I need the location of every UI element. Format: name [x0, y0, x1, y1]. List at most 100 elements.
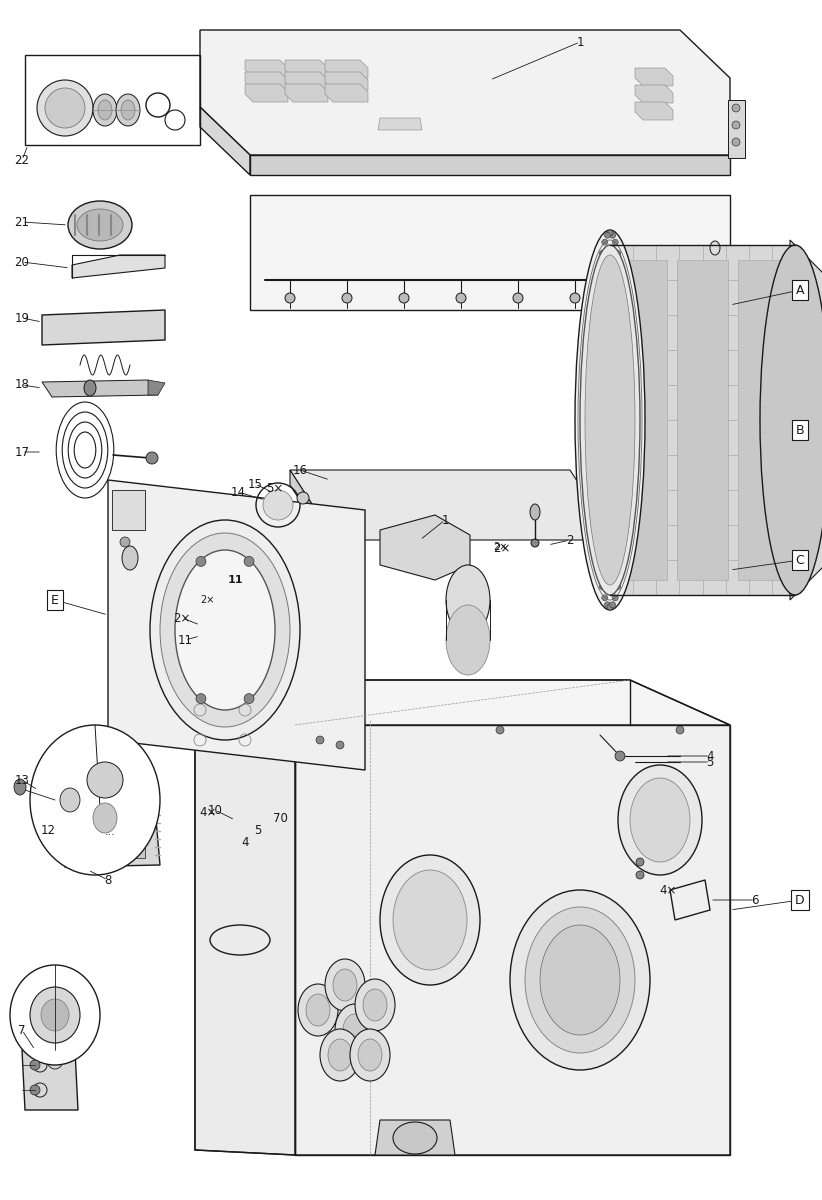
Text: 11: 11 [178, 634, 192, 647]
Text: 20: 20 [15, 256, 30, 269]
Ellipse shape [98, 100, 112, 120]
Ellipse shape [336, 740, 344, 749]
Ellipse shape [393, 1122, 437, 1154]
Text: A: A [796, 283, 804, 296]
Text: 2×: 2× [200, 595, 215, 605]
Text: 17: 17 [15, 445, 30, 458]
Ellipse shape [121, 100, 135, 120]
Ellipse shape [595, 550, 601, 556]
Ellipse shape [350, 1028, 390, 1081]
Ellipse shape [617, 569, 623, 575]
Ellipse shape [592, 502, 598, 508]
Polygon shape [610, 245, 795, 595]
Ellipse shape [531, 539, 539, 547]
Ellipse shape [30, 725, 160, 875]
Ellipse shape [595, 284, 601, 290]
Ellipse shape [710, 241, 720, 254]
Ellipse shape [513, 293, 523, 302]
Text: 14: 14 [230, 486, 246, 498]
Polygon shape [245, 84, 288, 102]
Text: 6: 6 [751, 894, 759, 906]
Ellipse shape [593, 527, 599, 533]
Text: 1: 1 [576, 36, 584, 48]
Text: 2: 2 [566, 534, 574, 546]
Ellipse shape [591, 475, 597, 481]
Text: 7: 7 [18, 1024, 25, 1037]
Text: 12: 12 [40, 823, 56, 836]
Ellipse shape [623, 475, 629, 481]
Polygon shape [42, 380, 158, 397]
Ellipse shape [676, 726, 684, 734]
Text: 13: 13 [15, 774, 30, 786]
Text: 18: 18 [15, 378, 30, 391]
Polygon shape [635, 85, 673, 103]
Polygon shape [250, 155, 730, 175]
Ellipse shape [446, 565, 490, 635]
Text: D: D [795, 894, 805, 906]
Ellipse shape [623, 359, 629, 365]
Ellipse shape [627, 293, 637, 302]
Polygon shape [677, 260, 728, 580]
Polygon shape [790, 240, 822, 600]
Ellipse shape [333, 970, 357, 1001]
Ellipse shape [615, 251, 621, 257]
Ellipse shape [592, 332, 598, 338]
Polygon shape [200, 107, 250, 175]
Ellipse shape [393, 870, 467, 970]
Text: 5: 5 [706, 756, 713, 768]
Ellipse shape [325, 959, 365, 1010]
Polygon shape [378, 118, 422, 130]
Ellipse shape [732, 138, 740, 146]
Ellipse shape [604, 601, 611, 607]
Text: ···: ··· [104, 830, 115, 840]
Text: 15: 15 [247, 478, 262, 491]
Ellipse shape [580, 245, 640, 595]
Ellipse shape [622, 332, 628, 338]
Ellipse shape [41, 998, 69, 1031]
Ellipse shape [316, 736, 324, 744]
Ellipse shape [363, 989, 387, 1021]
Polygon shape [250, 194, 730, 310]
Text: 10: 10 [208, 804, 223, 816]
Text: 70: 70 [273, 811, 288, 824]
Ellipse shape [60, 788, 80, 812]
Polygon shape [290, 470, 335, 554]
Text: 4×: 4× [659, 883, 677, 896]
Ellipse shape [619, 284, 625, 290]
Ellipse shape [732, 121, 740, 128]
Ellipse shape [68, 200, 132, 248]
Ellipse shape [510, 890, 650, 1070]
Ellipse shape [615, 751, 625, 761]
Ellipse shape [610, 601, 616, 607]
Ellipse shape [525, 907, 635, 1054]
Polygon shape [75, 815, 145, 858]
Ellipse shape [607, 230, 613, 236]
Text: 2×: 2× [493, 542, 507, 552]
Ellipse shape [590, 416, 596, 422]
Ellipse shape [597, 265, 603, 271]
Text: B: B [796, 424, 804, 437]
Ellipse shape [399, 293, 409, 302]
Ellipse shape [45, 88, 85, 128]
Ellipse shape [297, 492, 309, 504]
Ellipse shape [624, 446, 630, 452]
Ellipse shape [120, 538, 130, 547]
Ellipse shape [263, 490, 293, 520]
Ellipse shape [93, 94, 117, 126]
Ellipse shape [175, 550, 275, 710]
Ellipse shape [244, 557, 254, 566]
Polygon shape [635, 102, 673, 120]
Ellipse shape [342, 293, 352, 302]
Polygon shape [42, 310, 165, 346]
Polygon shape [728, 100, 745, 158]
Ellipse shape [355, 979, 395, 1031]
Ellipse shape [306, 994, 330, 1026]
Polygon shape [635, 68, 673, 86]
Ellipse shape [618, 766, 702, 875]
Polygon shape [72, 254, 165, 278]
Ellipse shape [585, 254, 635, 584]
Ellipse shape [607, 604, 613, 610]
Ellipse shape [160, 533, 290, 727]
Ellipse shape [335, 1004, 375, 1056]
Ellipse shape [540, 925, 620, 1034]
